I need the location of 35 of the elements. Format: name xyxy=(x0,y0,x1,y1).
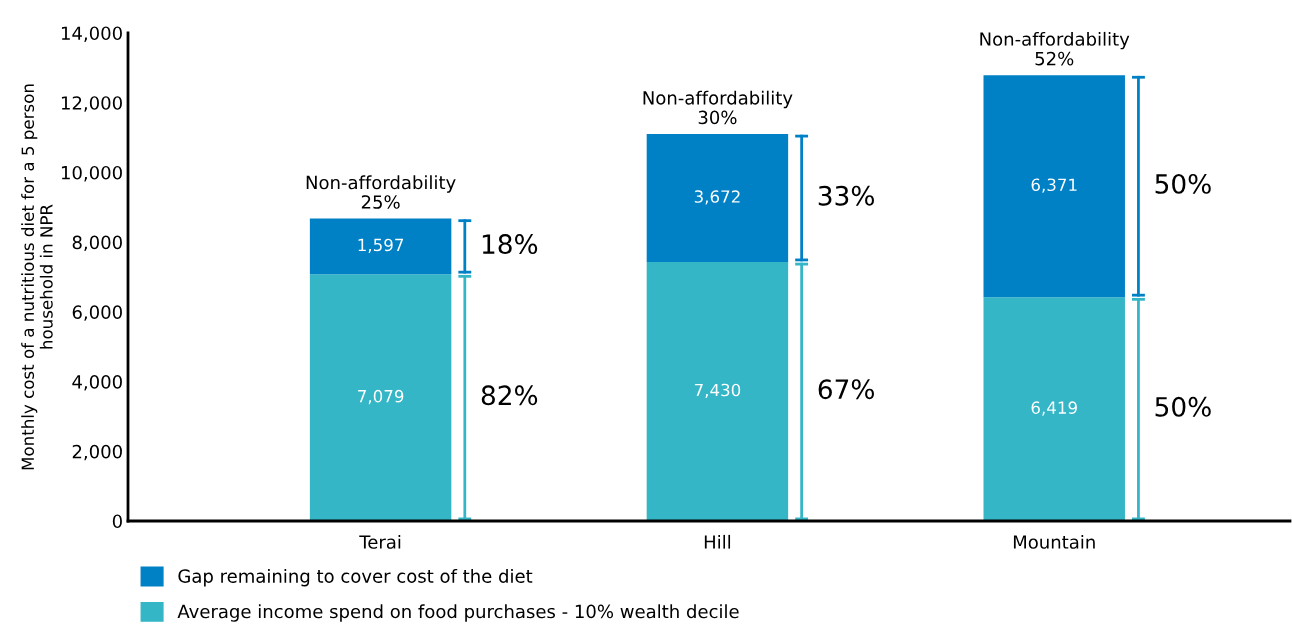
y-tick-label: 4,000 xyxy=(72,375,122,391)
x-tick-label: Hill xyxy=(704,534,731,549)
annotation: 50% xyxy=(1155,396,1211,417)
data-label: 7,430 xyxy=(694,383,741,399)
y-tick-label: 6,000 xyxy=(72,305,122,321)
bar xyxy=(983,75,1125,298)
bar xyxy=(646,262,789,521)
y-tick-label: 0 xyxy=(112,514,122,529)
y-axis-title: Monthly cost of a nutritious diet for a 5 person household in NPR xyxy=(21,84,53,470)
data-label: 1,597 xyxy=(358,238,404,253)
bar xyxy=(309,218,452,275)
y-tick-label: 10,000 xyxy=(61,165,122,182)
y-tick-label: 12,000 xyxy=(61,96,122,112)
data-label: 7,079 xyxy=(358,389,404,405)
bar xyxy=(983,297,1125,521)
bar xyxy=(309,274,452,521)
annotation: Non-affordability 25% xyxy=(306,175,456,209)
x-tick-label: Terai xyxy=(359,534,401,549)
legend-label: Average income spend on food purchases - 10% wealth decile xyxy=(177,604,739,622)
data-label: 6,371 xyxy=(1031,178,1077,193)
annotation: Non-affordability 30% xyxy=(643,90,793,125)
legend-label: Gap remaining to cover cost of the diet xyxy=(178,568,533,587)
annotation: 33% xyxy=(818,185,874,206)
y-tick-label: 2,000 xyxy=(72,444,122,461)
annotation: 50% xyxy=(1155,173,1211,194)
y-tick-label: 8,000 xyxy=(72,235,122,252)
data-label: 6,419 xyxy=(1031,401,1077,416)
annotation: 18% xyxy=(482,234,538,255)
y-tick-label: 14,000 xyxy=(61,26,122,42)
annotation: Non-affordability 52% xyxy=(980,31,1130,66)
annotation: 67% xyxy=(818,379,874,400)
annotation: 82% xyxy=(481,385,538,406)
x-tick-label: Mountain xyxy=(1013,534,1095,549)
bar xyxy=(646,134,789,263)
data-label: 3,672 xyxy=(694,190,740,205)
